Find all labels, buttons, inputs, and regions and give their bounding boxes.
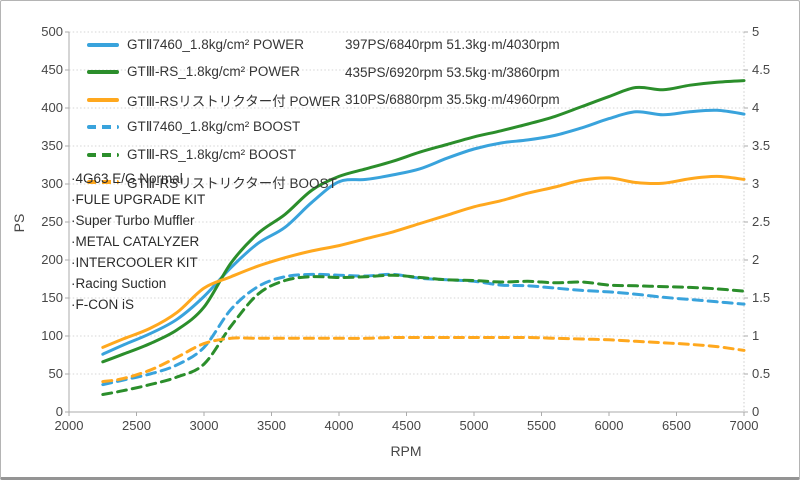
x-tick-label: 7000 [729,418,759,433]
x-tick-label: 4000 [324,418,354,433]
y-right-tick-label: 5 [752,24,760,39]
legend-label: GTⅢ-RS_1.8kg/cm² BOOST [127,146,297,162]
y-left-tick-label: 450 [41,62,63,77]
legend-item-gt2-power: GTⅡ7460_1.8kg/cm² POWER 397PS/6840rpm 51… [87,31,560,59]
legend-swatch-green-solid-line [87,70,119,75]
mod-item-muffler: ·Super Turbo Muffler [71,213,195,228]
y-right-tick-label: 2 [752,252,760,267]
mod-item-fuel-kit: ·FULE UPGRADE KIT [71,192,206,207]
y-axis-title: PS [11,213,27,233]
y-left-tick-label: 100 [41,328,63,343]
series-line-2 [101,174,746,349]
legend-swatch-orange-solid-line [87,97,119,102]
legend-peak-stats: 310PS/6880rpm 35.5kg·m/4960rpm [345,92,560,108]
y-right-tick-label: 3 [752,176,760,191]
legend-swatch-green-dashed-line [87,152,119,157]
legend-label: GTⅡ7460_1.8kg/cm² POWER [127,36,304,52]
legend-swatch-blue-dashed-line [87,125,119,130]
x-tick-label: 3500 [257,418,286,433]
series-line-5 [101,335,746,384]
series-line-1 [101,79,746,364]
y-right-tick-label: 3.5 [752,138,771,153]
y-right-tick-label: 4.5 [752,62,771,77]
legend-label: GTⅢ-RS_1.8kg/cm² POWER [127,64,300,80]
legend-swatch-orange-dashed-line [87,180,119,185]
chart-legend: GTⅡ7460_1.8kg/cm² POWER 397PS/6840rpm 51… [87,31,560,196]
y-left-tick-label: 300 [41,176,63,191]
legend-label: GTⅢ-RSリストリクター付 POWER [127,93,341,109]
legend-item-gt2-boost: GTⅡ7460_1.8kg/cm² BOOST [87,114,560,142]
legend-swatch-blue-solid-line [87,42,119,47]
y-left-tick-label: 350 [41,138,63,153]
y-right-tick-label: 1 [752,328,760,343]
legend-item-gt3rs-restrictor-power: GTⅢ-RSリストリクター付 POWER 310PS/6880rpm 35.5k… [87,86,560,114]
series-line-3 [101,272,746,387]
mod-item-catalyzer: ·METAL CATALYZER [71,234,200,249]
series-line-4 [101,273,746,396]
x-tick-label: 2000 [54,418,84,433]
x-tick-label: 3000 [189,418,219,433]
y-right-tick-label: 0.5 [752,366,771,381]
y-right-tick-label: 4 [752,100,760,115]
y-left-tick-label: 400 [41,100,63,115]
legend-peak-stats: 397PS/6840rpm 51.3kg·m/4030rpm [345,37,560,53]
x-tick-label: 5000 [459,418,489,433]
x-tick-label: 6000 [594,418,624,433]
y-left-tick-label: 250 [41,214,63,229]
series-line-0 [101,108,746,356]
legend-item-gt3rs-restrictor-boost: GTⅢ-RSリストリクター付 BOOST [87,169,560,197]
y-left-tick-label: 150 [41,290,63,305]
mod-item-intercooler: ·INTERCOOLER KIT [71,255,198,270]
mod-item-fcon: ·F-CON iS [71,297,134,312]
y-left-tick-label: 500 [41,24,63,39]
x-tick-label: 4500 [392,418,421,433]
y-right-tick-label: 0 [752,404,760,419]
x-tick-label: 2500 [122,418,151,433]
y-left-tick-label: 50 [48,366,63,381]
x-tick-label: 5500 [527,418,556,433]
legend-item-gt3rs-boost: GTⅢ-RS_1.8kg/cm² BOOST [87,141,560,169]
legend-label: GTⅢ-RSリストリクター付 BOOST [127,176,337,192]
y-right-tick-label: 1.5 [752,290,771,305]
modifications-list: ·4G63 E/G Normal ·FULE UPGRADE KIT ·Supe… [71,168,205,315]
legend-peak-stats: 435PS/6920rpm 53.5kg·m/3860rpm [345,64,560,80]
y-left-tick-label: 200 [41,252,63,267]
x-axis-title: RPM [390,443,422,459]
mod-item-suction: ·Racing Suction [71,276,167,291]
x-tick-label: 6500 [662,418,691,433]
y-left-tick-label: 0 [55,404,63,419]
mod-item-engine: ·4G63 E/G Normal [71,171,183,186]
y-right-tick-label: 2.5 [752,214,771,229]
legend-item-gt3rs-power: GTⅢ-RS_1.8kg/cm² POWER 435PS/6920rpm 53.… [87,59,560,87]
legend-label: GTⅡ7460_1.8kg/cm² BOOST [127,119,301,135]
